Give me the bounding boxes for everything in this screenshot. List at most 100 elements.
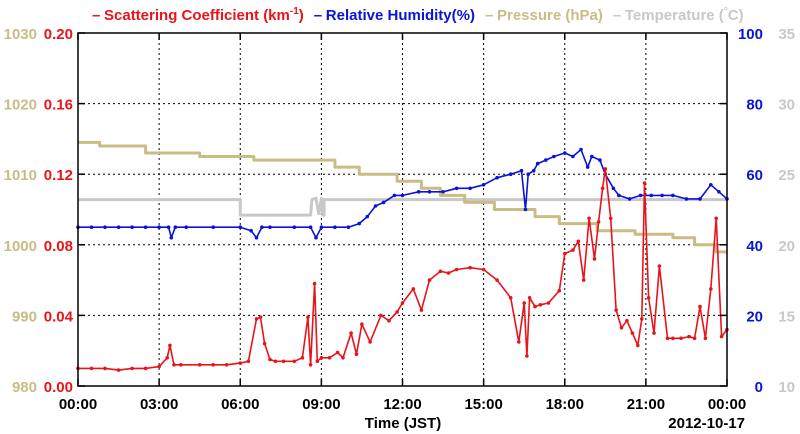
scattering-coefficient-point — [144, 367, 148, 371]
relative-humidity-point — [628, 197, 632, 201]
relative-humidity-point — [468, 187, 472, 191]
scattering-coefficient-point — [439, 270, 443, 274]
scattering-coefficient-point — [341, 356, 345, 360]
relative-humidity-point — [130, 225, 134, 229]
scattering-coefficient-point — [355, 352, 359, 356]
scattering-coefficient-point — [368, 340, 372, 344]
scattering-coefficient-point — [268, 358, 272, 362]
scattering-coefficient-point — [522, 301, 526, 305]
relative-humidity-point — [357, 222, 361, 226]
scattering-coefficient-point — [157, 365, 161, 369]
scattering-coefficient-point — [313, 282, 317, 286]
rh-tick-label: 20 — [746, 308, 763, 325]
scattering-coefficient-point — [117, 368, 121, 372]
scattering-coefficient-point — [349, 331, 353, 335]
relative-humidity-point — [536, 162, 540, 166]
scattering-coefficient-point — [587, 217, 591, 221]
scattering-coefficient-point — [582, 278, 586, 282]
scattering-tick-label: 0.08 — [44, 238, 73, 255]
scattering-coefficient-point — [577, 240, 581, 244]
scattering-tick-label: 0.00 — [44, 379, 73, 396]
scattering-coefficient-point — [571, 248, 575, 252]
scattering-coefficient-point — [604, 167, 608, 171]
relative-humidity-point — [617, 194, 621, 198]
scattering-coefficient-point — [455, 268, 459, 272]
scattering-coefficient-point — [533, 305, 537, 309]
relative-humidity-point — [382, 201, 386, 205]
relative-humidity-point — [544, 158, 548, 162]
scattering-coefficient-point — [643, 181, 647, 185]
pressure-tick-label: 1020 — [4, 97, 37, 114]
relative-humidity-point — [417, 190, 421, 194]
relative-humidity-point — [455, 187, 459, 191]
pressure-tick-label: 980 — [12, 379, 37, 396]
relative-humidity-point — [239, 225, 243, 229]
legend-marker-rh: – — [314, 7, 322, 24]
relative-humidity-point — [685, 197, 689, 201]
relative-humidity-point — [441, 190, 445, 194]
scattering-coefficient-point — [198, 363, 202, 367]
relative-humidity-point — [709, 183, 713, 187]
relative-humidity-point — [660, 194, 664, 198]
scattering-coefficient-point — [482, 268, 486, 272]
scattering-coefficient-point — [255, 317, 259, 321]
temperature-tick-label: 10 — [778, 379, 795, 396]
legend-label-temperature: Temperature (°C) — [625, 6, 744, 24]
relative-humidity-point — [509, 172, 513, 176]
relative-humidity-point — [320, 225, 324, 229]
date-label: 2012-10-17 — [668, 415, 745, 432]
scattering-coefficient-point — [168, 344, 172, 348]
relative-humidity-point — [333, 225, 337, 229]
legend-label-rh: Relative Humidity(%) — [326, 7, 475, 24]
pressure-tick-label: 1010 — [4, 167, 37, 184]
relative-humidity-point — [639, 194, 643, 198]
x-tick-label: 00:00 — [59, 396, 97, 413]
scattering-coefficient-point — [247, 360, 251, 364]
scattering-coefficient-point — [614, 308, 618, 312]
scattering-coefficient-point — [309, 363, 313, 367]
relative-humidity-point — [347, 225, 351, 229]
legend-marker-pressure: – — [485, 7, 493, 24]
scattering-coefficient-point — [225, 363, 229, 367]
scattering-coefficient-point — [239, 361, 243, 365]
rh-tick-label: 80 — [746, 97, 763, 114]
relative-humidity-point — [117, 225, 121, 229]
relative-humidity-point — [524, 208, 528, 212]
scattering-coefficient-point — [165, 356, 169, 360]
scattering-coefficient-point — [525, 354, 529, 358]
rh-tick-label: 40 — [746, 238, 763, 255]
scattering-tick-label: 0.12 — [44, 167, 73, 184]
pressure-tick-label: 990 — [12, 308, 37, 325]
scattering-coefficient-point — [698, 305, 702, 309]
scattering-coefficient-point — [420, 308, 424, 312]
grid — [78, 33, 727, 386]
x-tick-label: 06:00 — [221, 396, 259, 413]
scattering-coefficient-point — [172, 363, 176, 367]
relative-humidity-point — [401, 194, 405, 198]
legend-label-pressure: Pressure (hPa) — [497, 7, 603, 24]
relative-humidity-point — [260, 225, 264, 229]
scattering-coefficient-point — [316, 360, 320, 364]
x-tick-label: 09:00 — [302, 396, 340, 413]
relative-humidity-point — [563, 151, 567, 155]
scattering-coefficient-point — [720, 335, 724, 339]
scattering-tick-label: 0.20 — [44, 26, 73, 43]
scattering-coefficient-point — [631, 331, 635, 335]
relative-humidity-point — [698, 197, 702, 201]
scattering-coefficient-point — [301, 356, 305, 360]
scattering-coefficient-point — [652, 331, 656, 335]
scattering-coefficient-point — [401, 301, 405, 305]
scattering-coefficient-point — [259, 315, 263, 319]
scattering-coefficient-point — [679, 337, 683, 341]
scattering-coefficient-point — [468, 266, 472, 270]
relative-humidity-point — [586, 165, 590, 169]
scattering-coefficient-point — [704, 337, 708, 341]
relative-humidity-point — [579, 148, 583, 152]
x-tick-label: 21:00 — [627, 396, 665, 413]
temperature-tick-label: 25 — [778, 167, 795, 184]
scattering-coefficient-point — [647, 296, 651, 300]
relative-humidity-point — [495, 176, 499, 180]
relative-humidity-point — [255, 236, 259, 240]
scattering-coefficient-point — [130, 367, 134, 371]
relative-humidity-point — [314, 236, 318, 240]
